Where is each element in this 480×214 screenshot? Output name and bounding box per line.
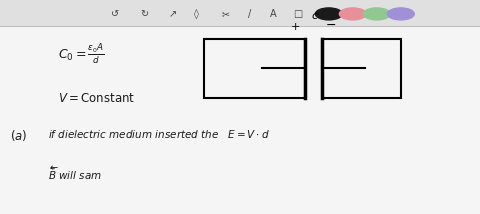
Text: A: A bbox=[270, 9, 277, 19]
Text: ✂: ✂ bbox=[222, 9, 229, 19]
Text: c: c bbox=[312, 11, 317, 21]
Text: −: − bbox=[326, 19, 336, 32]
Bar bbox=[0, 0, 480, 26]
Text: if dielectric medium inserted the   $E = V \cdot d$: if dielectric medium inserted the $E = V… bbox=[48, 128, 270, 140]
Text: $V = \mathrm{Constant}$: $V = \mathrm{Constant}$ bbox=[58, 92, 135, 105]
Text: ↺: ↺ bbox=[111, 9, 119, 19]
Text: $\vec{B}$ will sam: $\vec{B}$ will sam bbox=[48, 167, 102, 182]
Text: ◊: ◊ bbox=[194, 9, 199, 19]
Bar bbox=[322, 39, 401, 98]
Text: $(a)$: $(a)$ bbox=[10, 128, 27, 143]
Circle shape bbox=[315, 8, 342, 20]
Text: $\leftarrow$: $\leftarrow$ bbox=[48, 163, 60, 173]
Circle shape bbox=[387, 8, 414, 20]
Text: ↗: ↗ bbox=[169, 9, 177, 19]
Text: +: + bbox=[290, 22, 300, 32]
Bar bbox=[204, 39, 305, 98]
Text: □: □ bbox=[293, 9, 302, 19]
Circle shape bbox=[363, 8, 390, 20]
Text: ↻: ↻ bbox=[140, 9, 148, 19]
Text: $C_0= \frac{\varepsilon_0 A}{d}$: $C_0= \frac{\varepsilon_0 A}{d}$ bbox=[58, 43, 105, 67]
Circle shape bbox=[339, 8, 366, 20]
Text: /: / bbox=[248, 9, 251, 19]
